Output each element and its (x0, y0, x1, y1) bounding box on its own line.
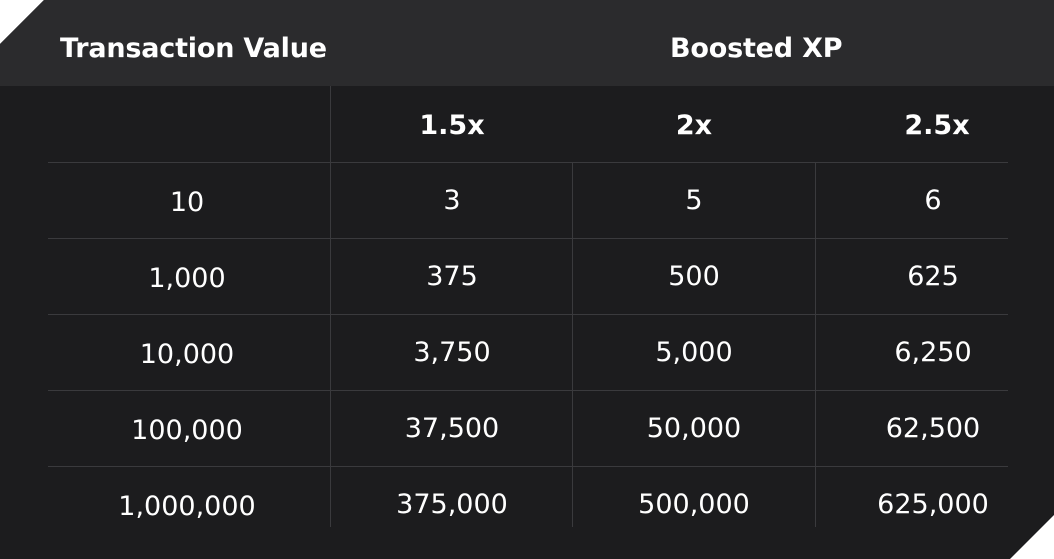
row-divider (48, 162, 1008, 163)
xp-cell: 3 (443, 185, 461, 216)
multiplier-header-1-5x: 1.5x (419, 110, 485, 141)
xp-cell: 6,250 (894, 337, 972, 368)
xp-cell: 375 (426, 261, 478, 292)
xp-cell: 37,500 (404, 413, 500, 444)
transaction-value-cell: 1,000,000 (118, 491, 256, 522)
multiplier-header-2x: 2x (675, 110, 713, 141)
multiplier-header-2-5x: 2.5x (904, 110, 970, 141)
row-divider (48, 314, 1008, 315)
xp-cell: 375,000 (396, 489, 508, 520)
xp-cell: 6 (924, 185, 942, 216)
column-divider-3 (815, 162, 816, 527)
xp-cell: 5 (685, 185, 703, 216)
xp-cell: 500 (668, 261, 720, 292)
xp-cell: 625 (907, 261, 959, 292)
row-divider (48, 466, 1008, 467)
row-divider (48, 238, 1008, 239)
column-divider-1 (330, 86, 331, 527)
transaction-value-cell: 10,000 (139, 339, 235, 370)
column-divider-2 (572, 162, 573, 527)
xp-cell: 50,000 (646, 413, 742, 444)
table-header-bar: Transaction Value Boosted XP (0, 0, 1054, 86)
boosted-xp-header: Boosted XP (670, 33, 843, 64)
transaction-value-cell: 1,000 (148, 263, 226, 294)
xp-cell: 62,500 (885, 413, 981, 444)
transaction-value-header: Transaction Value (60, 33, 327, 64)
transaction-value-cell: 100,000 (131, 415, 243, 446)
xp-cell: 500,000 (638, 489, 750, 520)
xp-cell: 625,000 (877, 489, 989, 520)
row-divider (48, 390, 1008, 391)
xp-cell: 5,000 (655, 337, 733, 368)
xp-cell: 3,750 (413, 337, 491, 368)
transaction-value-cell: 10 (169, 187, 205, 218)
